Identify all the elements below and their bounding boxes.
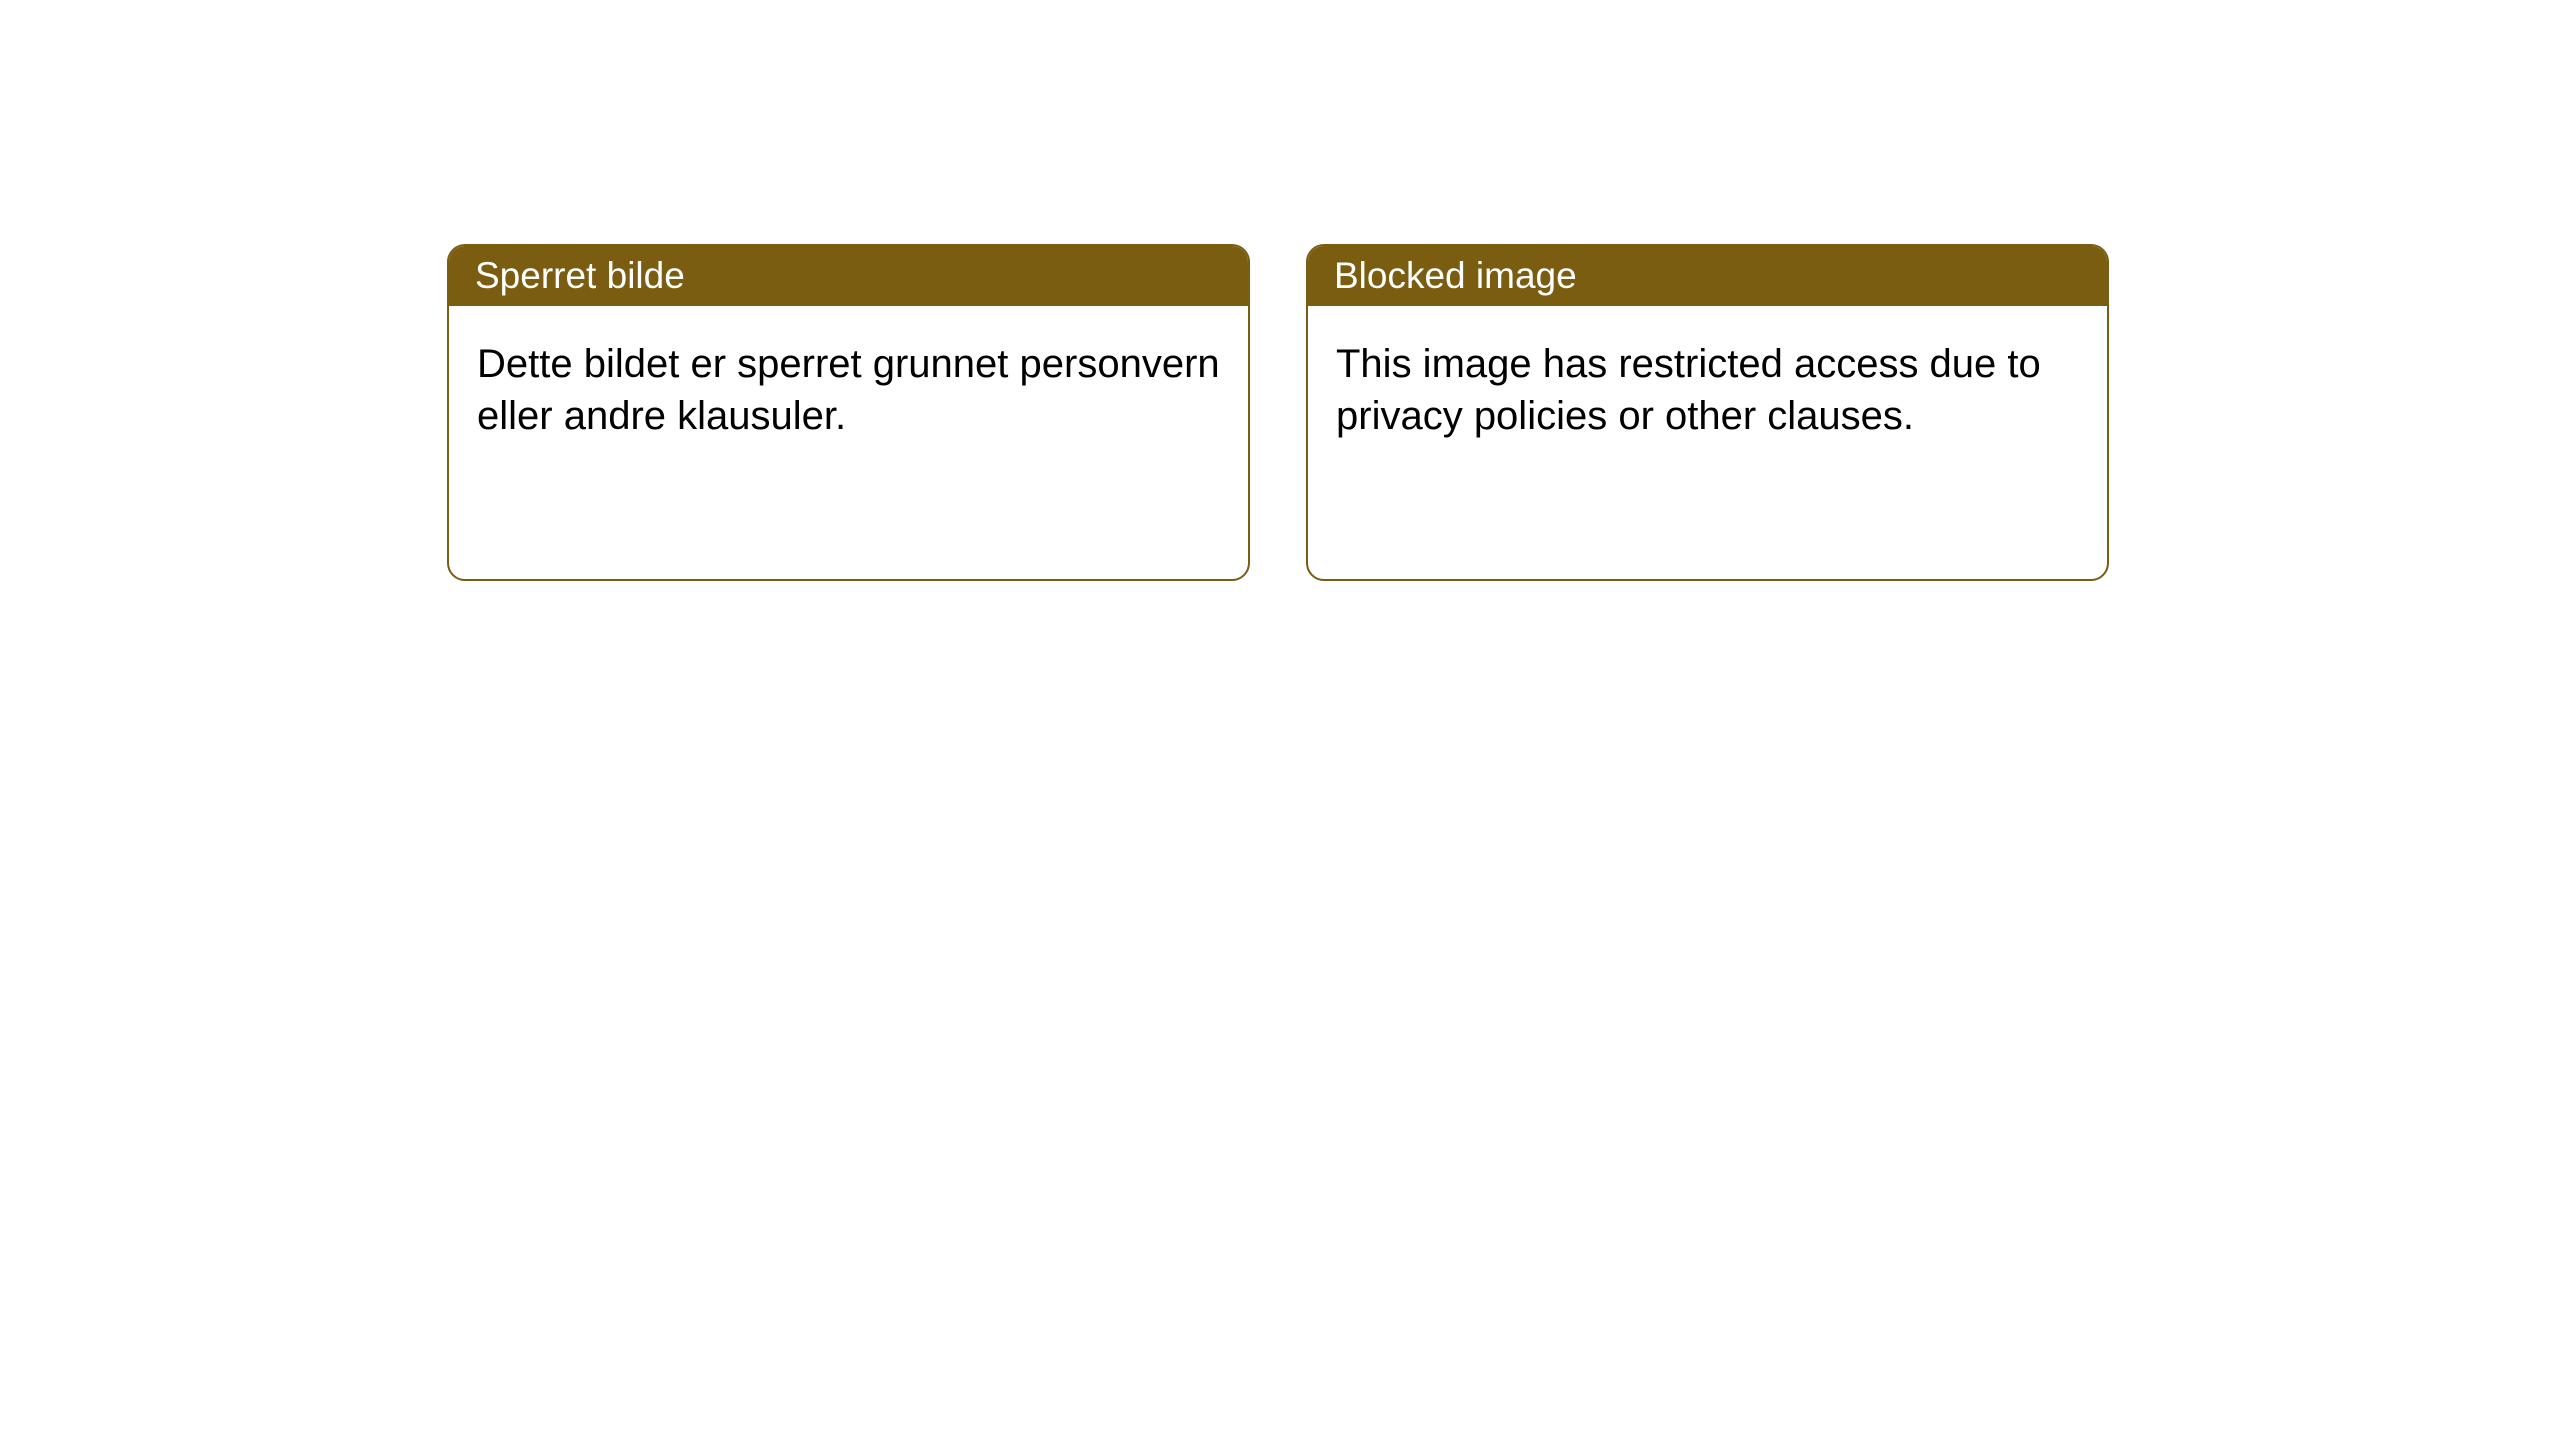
card-message: This image has restricted access due to …	[1336, 342, 2041, 438]
card-header: Sperret bilde	[449, 246, 1248, 306]
notice-container: Sperret bilde Dette bildet er sperret gr…	[0, 0, 2560, 581]
card-header: Blocked image	[1308, 246, 2107, 306]
card-title: Sperret bilde	[475, 255, 685, 297]
card-body: This image has restricted access due to …	[1308, 306, 2107, 474]
notice-card-norwegian: Sperret bilde Dette bildet er sperret gr…	[447, 244, 1250, 581]
card-title: Blocked image	[1334, 255, 1577, 297]
card-body: Dette bildet er sperret grunnet personve…	[449, 306, 1248, 474]
notice-card-english: Blocked image This image has restricted …	[1306, 244, 2109, 581]
card-message: Dette bildet er sperret grunnet personve…	[477, 342, 1220, 438]
